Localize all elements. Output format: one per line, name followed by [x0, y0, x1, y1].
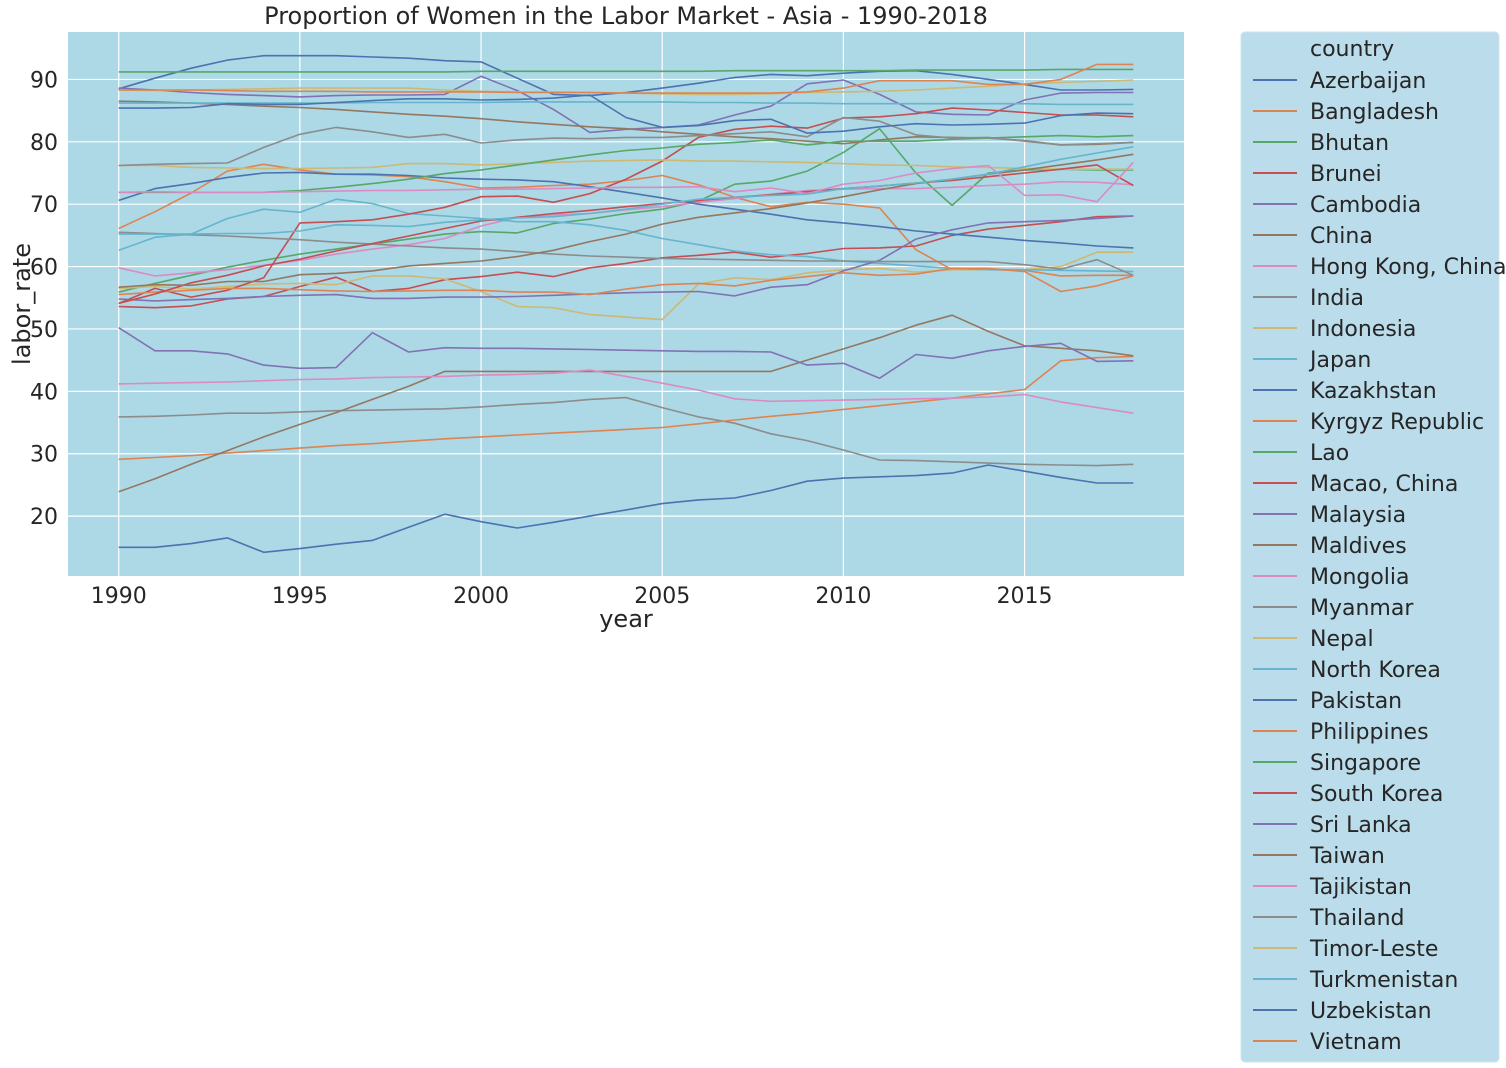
legend-label: Hong Kong, China	[1310, 255, 1506, 280]
series-line-8	[118, 251, 1134, 321]
legend-label: North Korea	[1310, 658, 1441, 683]
legend-label: Pakistan	[1310, 689, 1402, 714]
series-line-31	[118, 63, 1134, 94]
x-tick-label: 1990	[91, 584, 147, 609]
legend-label: China	[1310, 224, 1373, 249]
legend-label: Thailand	[1309, 906, 1404, 931]
legend-title: country	[1310, 37, 1394, 62]
series-line-29	[118, 146, 1134, 235]
x-tick-label: 2010	[815, 584, 871, 609]
plot-area	[68, 32, 1184, 576]
legend-label: South Korea	[1310, 782, 1443, 807]
legend-label: Malaysia	[1310, 503, 1406, 528]
x-tick-label: 2000	[453, 584, 509, 609]
series-line-11	[118, 355, 1134, 461]
series-line-12	[118, 68, 1134, 73]
series-line-24	[118, 327, 1134, 380]
series-line-30	[118, 94, 1134, 134]
legend-label: Maldives	[1310, 534, 1407, 559]
series-line-19	[118, 101, 1134, 106]
legend-label: Cambodia	[1310, 193, 1421, 218]
legend-label: Japan	[1308, 348, 1371, 373]
y-tick-label: 80	[30, 131, 58, 156]
series-lines	[118, 54, 1134, 554]
series-line-14	[118, 215, 1134, 302]
legend-label: Nepal	[1310, 627, 1374, 652]
legend-label: Bhutan	[1310, 131, 1389, 156]
series-line-20	[118, 464, 1134, 554]
x-axis-ticks: 1990 1995 2000 2005 2010 2015	[91, 584, 1053, 609]
legend-label: Philippines	[1310, 720, 1429, 745]
y-axis-ticks: 20 30 40 50 60 70 80 90	[30, 68, 58, 530]
series-line-23	[118, 164, 1134, 305]
series-line-2	[118, 127, 1134, 293]
series-line-17	[118, 231, 1134, 277]
legend-label: Vietnam	[1310, 1030, 1402, 1055]
legend-label: Myanmar	[1310, 596, 1414, 621]
legend-label: Brunei	[1310, 162, 1382, 187]
legend: country Azerbaijan Bangladesh Bhutan Brunei…	[1240, 31, 1506, 1063]
legend-label: Bangladesh	[1310, 100, 1439, 125]
legend-items: Azerbaijan Bangladesh Bhutan Brunei Cambodia…	[1253, 69, 1506, 1055]
x-tick-label: 2015	[997, 584, 1053, 609]
legend-label: Tajikistan	[1309, 875, 1412, 900]
legend-label: Macao, China	[1310, 472, 1458, 497]
legend-label: India	[1310, 286, 1364, 311]
series-line-15	[118, 314, 1134, 493]
y-tick-label: 60	[30, 256, 58, 281]
series-line-13	[118, 107, 1134, 305]
y-axis-label: labor_rate	[8, 243, 36, 365]
x-axis-label: year	[599, 605, 653, 633]
legend-label: Singapore	[1310, 751, 1421, 776]
legend-label: Indonesia	[1310, 317, 1416, 342]
legend-label: Kyrgyz Republic	[1310, 410, 1484, 435]
legend-label: Mongolia	[1310, 565, 1410, 590]
legend-label: Taiwan	[1309, 844, 1385, 869]
series-line-26	[118, 161, 1134, 203]
legend-label: Timor-Leste	[1309, 937, 1438, 962]
series-line-27	[118, 116, 1134, 167]
y-tick-label: 90	[30, 68, 58, 93]
y-tick-label: 50	[30, 318, 58, 343]
legend-label: Lao	[1310, 441, 1349, 466]
legend-label: Uzbekistan	[1310, 999, 1432, 1024]
series-line-21	[118, 267, 1134, 296]
legend-label: Kazakhstan	[1310, 379, 1437, 404]
legend-box	[1240, 31, 1500, 1063]
y-tick-label: 40	[30, 380, 58, 405]
series-line-16	[118, 369, 1134, 414]
series-line-7	[118, 396, 1134, 467]
legend-label: Azerbaijan	[1310, 69, 1426, 94]
series-line-10	[118, 171, 1134, 249]
y-tick-label: 30	[30, 443, 58, 468]
y-tick-label: 70	[30, 193, 58, 218]
legend-label: Turkmenistan	[1309, 968, 1458, 993]
x-tick-label: 2005	[634, 584, 690, 609]
chart-title: Proportion of Women in the Labor Market …	[264, 2, 988, 30]
x-tick-label: 1995	[272, 584, 328, 609]
legend-label: Sri Lanka	[1310, 813, 1412, 838]
y-tick-label: 20	[30, 505, 58, 530]
